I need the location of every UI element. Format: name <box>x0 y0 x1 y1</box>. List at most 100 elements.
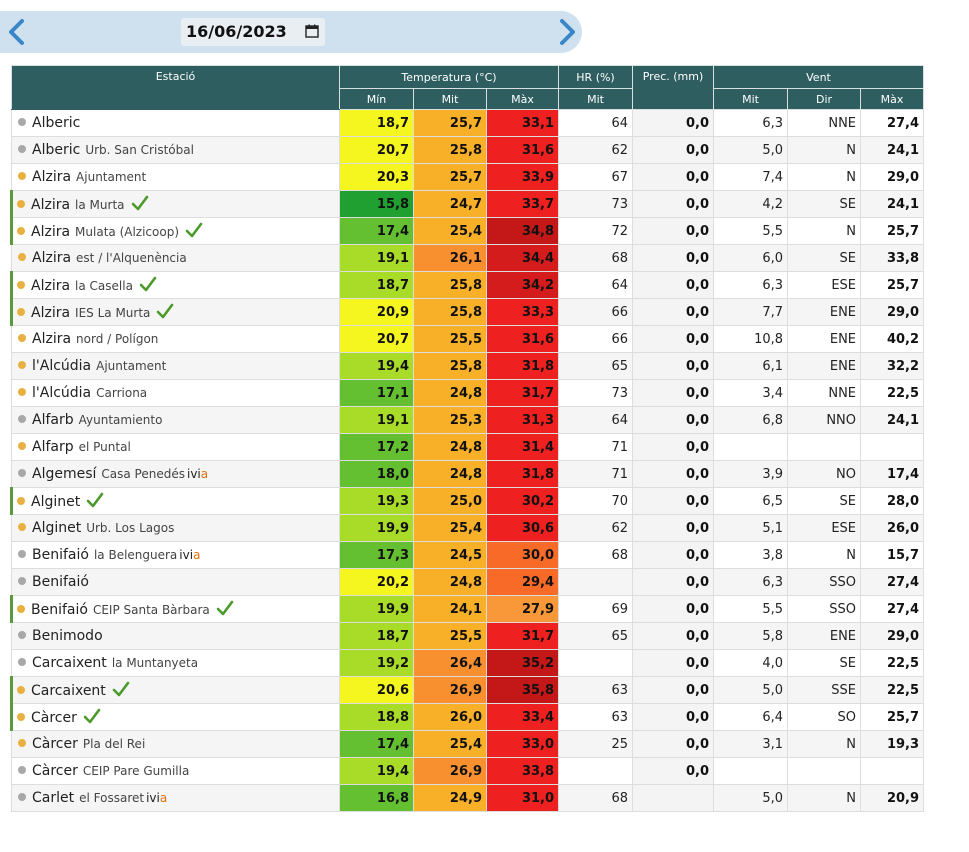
table-row[interactable]: Benimodo 18,7 25,5 31,7 65 0,0 5,8 ENE 29,0 <box>11 622 925 650</box>
wind-max-cell: 27,4 <box>860 109 925 137</box>
wind-dir-cell: NNE <box>787 379 862 407</box>
tmin-cell: 18,0 <box>339 460 414 488</box>
tmax-cell: 31,0 <box>485 784 560 812</box>
table-row[interactable]: l'Alcúdia Ajuntament 19,4 25,8 31,8 65 0,0 6,1 E… <box>11 352 925 380</box>
table-row[interactable]: Benifaió la Belenguera ivia 17,3 24,5 30,0 68 0… <box>11 541 925 569</box>
station-name[interactable]: Alzira <box>32 331 72 347</box>
station-name[interactable]: Benifaió <box>32 547 89 563</box>
station-cell[interactable]: Carcaixent <box>10 676 340 704</box>
station-cell[interactable]: Benifaió CEIP Santa Bàrbara <box>10 595 340 623</box>
station-name[interactable]: Alginet <box>31 494 81 510</box>
table-row[interactable]: l'Alcúdia Carriona 17,1 24,8 31,7 73 0,0 3,4 NNE… <box>11 379 925 407</box>
table-row[interactable]: Alzira Mulata (Alzicoop) 17,4 25,4 34,8 72 0,0… <box>10 217 925 245</box>
station-cell[interactable]: Alginet <box>10 487 340 515</box>
table-row[interactable]: Alzira IES La Murta 20,9 25,8 33,3 66 0,0 7,7 EN… <box>10 298 925 326</box>
calendar-icon[interactable] <box>305 24 319 38</box>
station-cell[interactable]: Carcaixent la Muntanyeta <box>11 649 340 677</box>
station-name[interactable]: Benimodo <box>32 628 103 644</box>
subheader-tmax[interactable]: Màx <box>485 88 560 110</box>
table-row[interactable]: Benifaió CEIP Santa Bàrbara 19,9 24,1 27,9 69… <box>10 595 925 623</box>
station-name[interactable]: Càrcer <box>31 710 77 726</box>
station-name[interactable]: Alfarp <box>32 439 74 455</box>
table-row[interactable]: Alzira Ajuntament 20,3 25,7 33,9 67 0,0 7,4 N 29,… <box>11 163 925 191</box>
station-cell[interactable]: Alzira la Murta <box>10 190 340 218</box>
subheader-wmax[interactable]: Màx <box>860 88 925 110</box>
station-cell[interactable]: Càrcer <box>10 703 340 731</box>
station-name[interactable]: Alginet <box>32 520 82 536</box>
next-day-button[interactable] <box>552 17 582 47</box>
table-row[interactable]: Alginet 19,3 25,0 30,2 70 0,0 6,5 SE 28,0 <box>10 487 925 515</box>
table-row[interactable]: Alberic 18,7 25,7 33,1 64 0,0 6,3 NNE 27,4 <box>11 109 925 137</box>
table-row[interactable]: Alzira nord / Polígon 20,7 25,5 31,6 66 0,0 10,… <box>11 325 925 353</box>
table-row[interactable]: Alginet Urb. Los Lagos 19,9 25,4 30,6 62 0,0 5,… <box>11 514 925 542</box>
table-row[interactable]: Alzira est / l'Alquenència 19,1 26,1 34,4 68 0… <box>11 244 925 272</box>
station-cell[interactable]: Alzira la Casella <box>10 271 340 299</box>
station-name[interactable]: Alzira <box>32 250 72 266</box>
station-name[interactable]: Alzira <box>31 224 71 240</box>
station-cell[interactable]: Alfarp el Puntal <box>11 433 340 461</box>
station-cell[interactable]: Alzira Mulata (Alzicoop) <box>10 217 340 245</box>
table-row[interactable]: Carlet el Fossaret ivia 16,8 24,9 31,0 68 5,0 N 2… <box>11 784 925 812</box>
station-cell[interactable]: Algemesí Casa Penedés ivia <box>11 460 340 488</box>
station-name[interactable]: Alzira <box>31 305 71 321</box>
station-name[interactable]: Alzira <box>31 197 71 213</box>
station-name[interactable]: Benifaió <box>31 602 88 618</box>
station-name[interactable]: Algemesí <box>32 466 97 482</box>
date-input[interactable]: 16/06/2023 <box>181 18 325 46</box>
station-name[interactable]: Càrcer <box>32 763 78 779</box>
wind-dir-cell: NNO <box>787 406 862 434</box>
station-cell[interactable]: Alfarb Ayuntamiento <box>11 406 340 434</box>
table-row[interactable]: Benifaió 20,2 24,8 29,4 0,0 6,3 SSO 27,4 <box>11 568 925 596</box>
station-cell[interactable]: Alzira IES La Murta <box>10 298 340 326</box>
station-cell[interactable]: Càrcer CEIP Pare Gumilla <box>11 757 340 785</box>
station-name[interactable]: Càrcer <box>32 736 78 752</box>
station-name[interactable]: Carcaixent <box>32 655 107 671</box>
header-station[interactable]: Estació <box>11 65 340 110</box>
table-row[interactable]: Carcaixent la Muntanyeta 19,2 26,4 35,2 0,0 4,… <box>11 649 925 677</box>
table-row[interactable]: Algemesí Casa Penedés ivia 18,0 24,8 31,8 71 0,… <box>11 460 925 488</box>
subheader-hrmit[interactable]: Mit <box>558 88 634 110</box>
table-row[interactable]: Càrcer 18,8 26,0 33,4 63 0,0 6,4 SO 25,7 <box>10 703 925 731</box>
table-row[interactable]: Càrcer Pla del Rei 17,4 25,4 33,0 25 0,0 3,1 N 19… <box>11 730 925 758</box>
station-cell[interactable]: Benifaió <box>11 568 340 596</box>
station-name[interactable]: Alzira <box>32 169 72 185</box>
table-row[interactable]: Alzira la Casella 18,7 25,8 34,2 64 0,0 6,3 ESE 2… <box>10 271 925 299</box>
station-name[interactable]: Alberic <box>32 142 81 158</box>
table-row[interactable]: Càrcer CEIP Pare Gumilla 19,4 26,9 33,8 0,0 <box>11 757 925 785</box>
wind-mit-cell: 5,1 <box>713 514 789 542</box>
station-cell[interactable]: Benifaió la Belenguera ivia <box>11 541 340 569</box>
station-cell[interactable]: Alzira nord / Polígon <box>11 325 340 353</box>
header-hr: HR (%) <box>558 65 634 89</box>
station-name[interactable]: Alzira <box>31 278 71 294</box>
station-name[interactable]: Carlet <box>32 790 75 806</box>
subheader-wmit[interactable]: Mit <box>713 88 789 110</box>
subheader-tmit[interactable]: Mit <box>413 88 487 110</box>
tmin-cell: 19,2 <box>339 649 414 677</box>
station-subname: nord / Polígon <box>76 332 159 346</box>
station-cell[interactable]: Càrcer Pla del Rei <box>11 730 340 758</box>
station-name[interactable]: Alberic <box>32 115 81 131</box>
check-icon <box>83 708 101 724</box>
station-cell[interactable]: Alberic <box>11 109 340 137</box>
station-cell[interactable]: Alzira est / l'Alquenència <box>11 244 340 272</box>
subheader-wdir[interactable]: Dir <box>787 88 862 110</box>
station-cell[interactable]: Alzira Ajuntament <box>11 163 340 191</box>
table-row[interactable]: Alberic Urb. San Cristóbal 20,7 25,8 31,6 62 0… <box>11 136 925 164</box>
station-name[interactable]: l'Alcúdia <box>32 385 92 401</box>
table-row[interactable]: Alzira la Murta 15,8 24,7 33,7 73 0,0 4,2 SE 24,1 <box>10 190 925 218</box>
station-name[interactable]: Carcaixent <box>31 683 106 699</box>
station-cell[interactable]: Alginet Urb. Los Lagos <box>11 514 340 542</box>
station-cell[interactable]: Carlet el Fossaret ivia <box>11 784 340 812</box>
station-name[interactable]: Benifaió <box>32 574 89 590</box>
station-cell[interactable]: l'Alcúdia Carriona <box>11 379 340 407</box>
station-cell[interactable]: Benimodo <box>11 622 340 650</box>
station-cell[interactable]: Alberic Urb. San Cristóbal <box>11 136 340 164</box>
station-name[interactable]: l'Alcúdia <box>32 358 92 374</box>
table-row[interactable]: Carcaixent 20,6 26,9 35,8 63 0,0 5,0 SSE 22,5 <box>10 676 925 704</box>
station-name[interactable]: Alfarb <box>32 412 74 428</box>
table-row[interactable]: Alfarp el Puntal 17,2 24,8 31,4 71 0,0 <box>11 433 925 461</box>
prev-day-button[interactable] <box>2 17 32 47</box>
subheader-tmin[interactable]: Mín <box>339 88 414 110</box>
table-row[interactable]: Alfarb Ayuntamiento 19,1 25,3 31,3 64 0,0 6,8 NN… <box>11 406 925 434</box>
station-cell[interactable]: l'Alcúdia Ajuntament <box>11 352 340 380</box>
